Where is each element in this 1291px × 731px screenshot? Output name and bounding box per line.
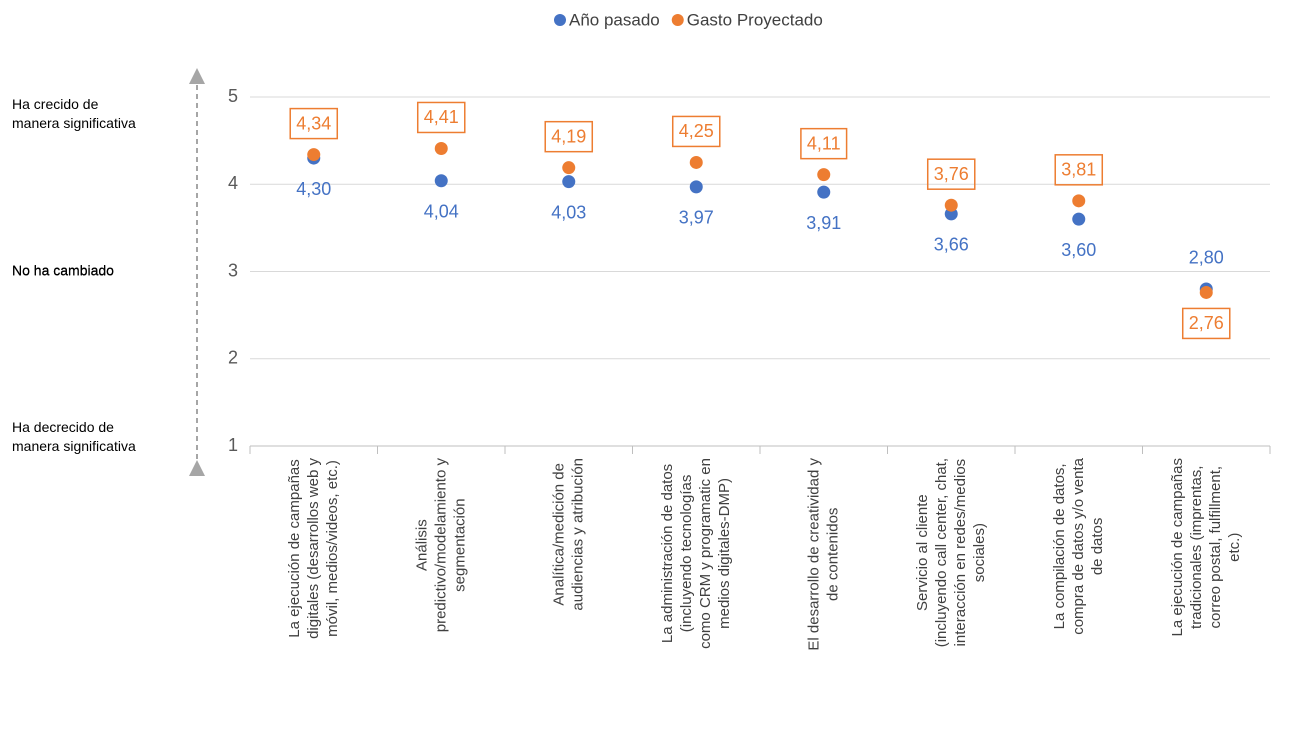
data-label: 2,76 bbox=[1189, 313, 1224, 333]
dot bbox=[1199, 285, 1213, 299]
y-tick-label: 4 bbox=[228, 173, 238, 193]
y-tick-label: 5 bbox=[228, 86, 238, 106]
dot bbox=[689, 180, 703, 194]
legend-marker bbox=[671, 14, 684, 26]
x-tick-label: La administración de datos (incluyendo te… bbox=[659, 458, 733, 649]
x-tick-label: Servicio al cliente (incluyendo call cent… bbox=[914, 458, 988, 647]
data-label: 3,76 bbox=[934, 164, 969, 184]
x-tick-label: La compilación de datos, compra de datos … bbox=[1051, 457, 1106, 634]
legend-label: Año pasado bbox=[569, 10, 660, 29]
y-tick-label: 3 bbox=[228, 260, 238, 280]
data-label: 3,81 bbox=[1061, 160, 1096, 180]
x-label-group: Analítica/medición de audiencias y atribu… bbox=[550, 458, 586, 611]
data-label: 3,60 bbox=[1061, 240, 1096, 260]
dot bbox=[434, 174, 448, 188]
data-label: 3,97 bbox=[679, 208, 714, 228]
y-tick-label: 2 bbox=[228, 348, 238, 368]
x-label-group: La compilación de datos, compra de datos … bbox=[1051, 457, 1106, 634]
x-tick-label: El desarrollo de creatividad y de conteni… bbox=[805, 458, 841, 651]
dot bbox=[434, 141, 448, 155]
data-label: 3,66 bbox=[934, 235, 969, 255]
data-label: 4,11 bbox=[807, 133, 841, 153]
data-label: 4,30 bbox=[296, 179, 331, 199]
annotation: Ha decrecido de manera significativa bbox=[12, 418, 136, 453]
x-label-group: La ejecución de campañas tradicionales (i… bbox=[1169, 458, 1243, 636]
data-label: 4,04 bbox=[424, 202, 459, 222]
x-label-group: Análisis predictivo/modelamiento y segment… bbox=[413, 458, 468, 633]
y-tick-label: 1 bbox=[228, 435, 238, 455]
data-label: 4,41 bbox=[424, 107, 459, 127]
label-box bbox=[1181, 307, 1231, 340]
dot bbox=[944, 198, 958, 212]
label-box bbox=[289, 107, 339, 140]
x-label-group: La ejecución de campañas digitales (desar… bbox=[286, 458, 341, 639]
dot bbox=[562, 175, 576, 189]
data-label: 4,25 bbox=[679, 121, 714, 141]
dot bbox=[817, 185, 831, 199]
label-box bbox=[800, 127, 848, 160]
dot bbox=[307, 148, 321, 162]
label-box bbox=[416, 101, 466, 134]
annotation: Ha crecido de manera significativa bbox=[12, 96, 136, 131]
dot bbox=[562, 161, 576, 175]
dot bbox=[1072, 212, 1086, 226]
label-box bbox=[544, 120, 594, 153]
label-box bbox=[926, 158, 976, 190]
legend-label: Gasto Proyectado bbox=[687, 10, 823, 29]
x-label-group: El desarrollo de creatividad y de conteni… bbox=[805, 458, 841, 651]
annotation: No ha cambiadoNo ha cambiado bbox=[12, 262, 114, 278]
dot bbox=[817, 168, 831, 182]
dot bbox=[689, 155, 703, 169]
data-label: 3,91 bbox=[806, 213, 841, 233]
x-label-group: La administración de datos (incluyendo te… bbox=[659, 458, 733, 649]
data-label: 4,03 bbox=[551, 202, 586, 222]
x-tick-label: La ejecución de campañas digitales (desar… bbox=[286, 458, 341, 639]
data-label: 4,19 bbox=[551, 126, 586, 146]
x-tick-label: Análisis predictivo/modelamiento y segment… bbox=[413, 458, 468, 633]
legend-marker bbox=[554, 14, 566, 26]
dot bbox=[1072, 194, 1086, 208]
x-tick-label: Analítica/medición de audiencias y atribu… bbox=[550, 458, 586, 611]
label-box bbox=[1054, 154, 1104, 186]
data-label: 2,80 bbox=[1189, 248, 1224, 268]
x-tick-label: La ejecución de campañas tradicionales (i… bbox=[1169, 458, 1243, 636]
x-label-group: Servicio al cliente (incluyendo call cent… bbox=[914, 458, 988, 647]
label-box bbox=[671, 115, 721, 148]
data-label: 4,34 bbox=[296, 113, 331, 133]
